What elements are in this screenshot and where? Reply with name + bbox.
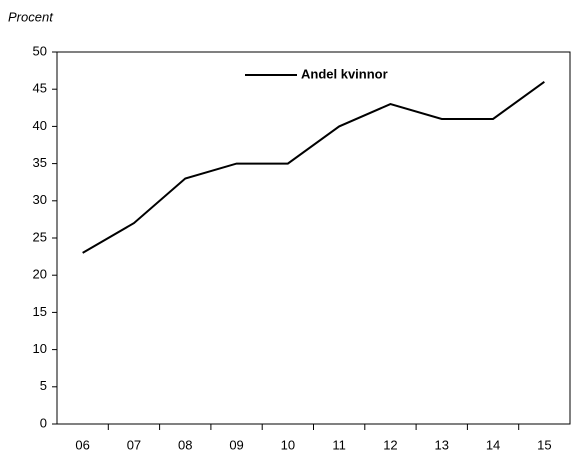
legend-label: Andel kvinnor [301,66,388,81]
y-tick-label: 30 [33,192,47,207]
y-tick-label: 10 [33,341,47,356]
y-tick-label: 50 [33,43,47,58]
x-tick-label: 14 [486,437,500,452]
y-tick-label: 15 [33,304,47,319]
x-tick-label: 06 [75,437,89,452]
x-tick-label: 15 [537,437,551,452]
x-tick-label: 07 [127,437,141,452]
y-tick-label: 25 [33,229,47,244]
y-tick-label: 5 [40,378,47,393]
x-tick-label: 12 [383,437,397,452]
y-axis-label: Procent [8,9,54,24]
x-tick-label: 13 [435,437,449,452]
y-tick-label: 45 [33,81,47,96]
y-tick-label: 20 [33,267,47,282]
y-tick-label: 35 [33,155,47,170]
x-tick-label: 11 [332,437,346,452]
plot-frame [56,51,571,425]
y-tick-label: 40 [33,118,47,133]
line-series [82,80,545,254]
x-tick-label: 10 [281,437,295,452]
x-tick-label: 09 [229,437,243,452]
y-tick-label: 0 [40,415,47,430]
x-tick-label: 08 [178,437,192,452]
